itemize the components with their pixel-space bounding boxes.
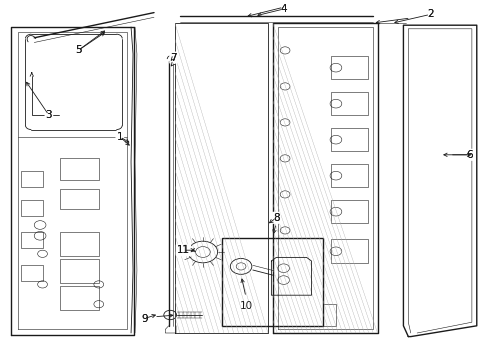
Bar — [330, 239, 367, 263]
Bar — [20, 232, 42, 248]
Bar — [20, 200, 42, 216]
Text: 1: 1 — [116, 132, 123, 142]
Bar — [20, 171, 42, 187]
Text: 11: 11 — [177, 245, 189, 255]
Bar — [330, 92, 367, 115]
Bar — [60, 189, 99, 209]
Text: 8: 8 — [272, 213, 279, 223]
Text: 9: 9 — [141, 314, 147, 324]
Text: 8: 8 — [272, 213, 279, 223]
Bar — [292, 304, 336, 326]
Bar — [330, 164, 367, 187]
Text: 11: 11 — [176, 245, 190, 255]
Bar — [60, 232, 99, 256]
Text: 3: 3 — [45, 110, 52, 120]
Text: 6: 6 — [465, 150, 472, 160]
Text: 7: 7 — [170, 53, 177, 63]
Text: 2: 2 — [426, 9, 433, 19]
Text: 9: 9 — [141, 314, 147, 324]
Text: 6: 6 — [465, 150, 472, 160]
Text: 3: 3 — [45, 110, 52, 120]
Bar — [60, 158, 99, 180]
Bar — [330, 200, 367, 223]
Bar — [20, 265, 42, 281]
Text: 10: 10 — [239, 301, 252, 311]
Text: 7: 7 — [170, 53, 177, 63]
Bar — [60, 259, 99, 283]
Text: 4: 4 — [280, 4, 286, 14]
Bar — [330, 128, 367, 151]
Text: 4: 4 — [280, 4, 286, 14]
Text: 5: 5 — [75, 45, 81, 55]
Bar — [60, 286, 99, 310]
Bar — [222, 238, 322, 326]
Bar — [330, 56, 367, 79]
Text: 2: 2 — [426, 9, 433, 19]
Text: 1: 1 — [116, 132, 123, 142]
Text: 5: 5 — [75, 45, 81, 55]
